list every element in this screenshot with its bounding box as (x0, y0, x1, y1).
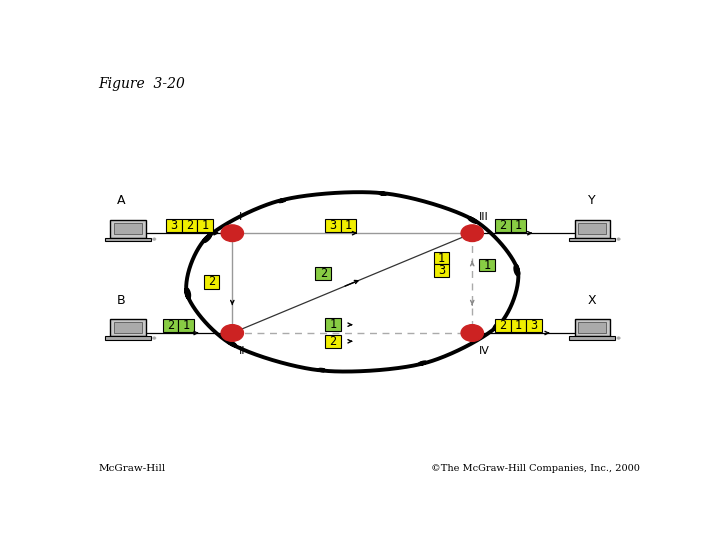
FancyBboxPatch shape (105, 336, 150, 340)
Text: ©The McGraw-Hill Companies, Inc., 2000: ©The McGraw-Hill Companies, Inc., 2000 (431, 464, 639, 473)
Text: B: B (117, 294, 125, 307)
Text: I: I (239, 212, 242, 221)
FancyBboxPatch shape (105, 238, 150, 241)
Text: 2: 2 (167, 319, 174, 332)
FancyBboxPatch shape (110, 319, 145, 336)
Text: II: II (239, 346, 246, 356)
Text: 2: 2 (208, 275, 215, 288)
Text: 1: 1 (515, 319, 522, 332)
FancyBboxPatch shape (178, 319, 194, 332)
FancyBboxPatch shape (315, 267, 331, 280)
Text: 1: 1 (202, 219, 209, 232)
FancyBboxPatch shape (578, 223, 606, 234)
Circle shape (153, 337, 156, 339)
Text: 2: 2 (500, 219, 506, 232)
Text: IV: IV (479, 346, 490, 356)
FancyBboxPatch shape (433, 252, 449, 265)
Text: 1: 1 (182, 319, 189, 332)
FancyBboxPatch shape (341, 219, 356, 232)
Circle shape (461, 225, 483, 241)
Text: Y: Y (588, 194, 596, 207)
Text: 1: 1 (484, 259, 491, 272)
FancyBboxPatch shape (575, 220, 610, 238)
Text: 3: 3 (438, 264, 445, 277)
Text: 2: 2 (320, 267, 327, 280)
FancyBboxPatch shape (575, 319, 610, 336)
Text: McGraw-Hill: McGraw-Hill (99, 464, 166, 473)
FancyBboxPatch shape (570, 336, 615, 340)
FancyBboxPatch shape (510, 319, 526, 332)
FancyBboxPatch shape (325, 335, 341, 348)
Text: 3: 3 (531, 319, 538, 332)
Circle shape (153, 238, 156, 240)
Text: 3: 3 (170, 219, 177, 232)
Circle shape (617, 337, 620, 339)
FancyBboxPatch shape (480, 259, 495, 272)
Text: 1: 1 (438, 252, 445, 265)
FancyBboxPatch shape (578, 322, 606, 333)
Polygon shape (186, 192, 518, 372)
Circle shape (221, 225, 243, 241)
Text: 2: 2 (329, 335, 336, 348)
Circle shape (461, 325, 483, 341)
Text: 1: 1 (329, 318, 336, 331)
FancyBboxPatch shape (526, 319, 542, 332)
Text: 1: 1 (345, 219, 352, 232)
FancyBboxPatch shape (325, 319, 341, 331)
FancyBboxPatch shape (181, 219, 197, 232)
FancyBboxPatch shape (325, 219, 341, 232)
Text: Figure  3-20: Figure 3-20 (99, 77, 185, 91)
FancyBboxPatch shape (163, 319, 178, 332)
FancyBboxPatch shape (166, 219, 181, 232)
FancyBboxPatch shape (197, 219, 213, 232)
Text: X: X (588, 294, 596, 307)
Circle shape (617, 238, 620, 240)
FancyBboxPatch shape (495, 219, 510, 232)
Text: 1: 1 (515, 219, 522, 232)
Text: III: III (479, 212, 489, 221)
Text: A: A (117, 194, 125, 207)
Text: 2: 2 (500, 319, 506, 332)
FancyBboxPatch shape (204, 275, 220, 288)
Text: 2: 2 (186, 219, 193, 232)
FancyBboxPatch shape (570, 238, 615, 241)
Circle shape (221, 325, 243, 341)
FancyBboxPatch shape (114, 322, 142, 333)
FancyBboxPatch shape (110, 220, 145, 238)
FancyBboxPatch shape (495, 319, 510, 332)
FancyBboxPatch shape (510, 219, 526, 232)
FancyBboxPatch shape (114, 223, 142, 234)
FancyBboxPatch shape (433, 265, 449, 277)
Text: 3: 3 (329, 219, 336, 232)
